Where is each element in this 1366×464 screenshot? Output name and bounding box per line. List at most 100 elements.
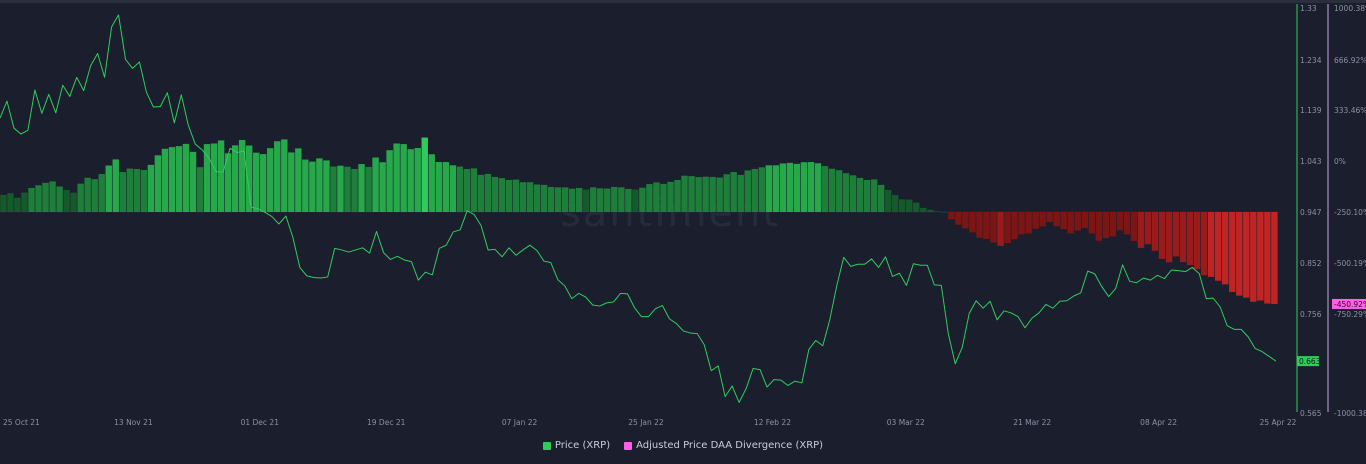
divergence-bar [1165, 212, 1173, 263]
divergence-bar [260, 154, 267, 212]
price-tick-label: 1.043 [1300, 157, 1322, 166]
divergence-bar [175, 146, 183, 212]
divergence-bar [1018, 212, 1025, 235]
divergence-bar [1025, 212, 1032, 234]
divergence-bar [463, 168, 471, 212]
divergence-bar [1207, 212, 1215, 277]
divergence-bar [210, 143, 218, 212]
divergence-bar [154, 155, 162, 212]
divergence-bar [758, 167, 765, 212]
divergence-bar [969, 212, 976, 233]
divergence-bar [42, 182, 49, 212]
divergence-bar [112, 159, 119, 212]
x-tick-label: 21 Mar 22 [1013, 418, 1051, 427]
divergence-bar [856, 177, 864, 212]
divergence-bar [231, 145, 239, 212]
divergence-bar [597, 188, 604, 212]
divergence-bar [828, 168, 836, 212]
legend-item-price[interactable]: Price (XRP) [542, 440, 610, 451]
divergence-tick-label: -1000.38% [1334, 409, 1366, 418]
divergence-bar [646, 184, 653, 212]
legend-swatch-price [542, 441, 551, 450]
divergence-bar [1053, 212, 1060, 227]
divergence-bar [1215, 212, 1222, 281]
divergence-bar [660, 183, 667, 212]
divergence-bar [737, 174, 744, 212]
divergence-bar [1060, 212, 1067, 230]
divergence-bar [1032, 212, 1039, 229]
divergence-bar [358, 164, 365, 212]
divergence-bar [604, 188, 611, 212]
price-tick-label: 0.947 [1300, 208, 1322, 217]
divergence-bar [407, 149, 414, 212]
x-tick-label: 03 Mar 22 [887, 418, 925, 427]
x-tick-label: 13 Nov 21 [114, 418, 153, 427]
divergence-bar [751, 168, 758, 212]
legend-item-divergence[interactable]: Adjusted Price DAA Divergence (XRP) [624, 440, 823, 451]
divergence-tick-label: 1000.38% [1334, 4, 1366, 13]
divergence-bar [288, 152, 295, 212]
divergence-bar [0, 194, 7, 212]
divergence-bar [224, 153, 232, 212]
divergence-bar [400, 144, 407, 212]
current-divergence-label: -450.92% [1334, 300, 1366, 309]
divergence-bar [540, 184, 548, 212]
divergence-bar [716, 177, 723, 212]
divergence-bar [561, 187, 569, 212]
divergence-bar [920, 207, 927, 212]
divergence-bar [337, 165, 344, 212]
divergence-bar [512, 179, 520, 212]
divergence-bar [611, 186, 618, 212]
price-tick-label: 1.139 [1300, 106, 1322, 115]
divergence-bar [91, 179, 98, 212]
divergence-bar [695, 177, 702, 212]
divergence-bar [1158, 212, 1166, 259]
divergence-bar [1088, 212, 1096, 234]
divergence-bar [948, 212, 955, 220]
divergence-bar [1271, 212, 1278, 304]
divergence-bar [1193, 212, 1201, 270]
divergence-bar [1123, 212, 1131, 235]
divergence-bar [821, 166, 829, 212]
divergence-bar [899, 199, 906, 212]
divergence-bar [1222, 212, 1229, 285]
divergence-bar [252, 152, 260, 212]
legend-label-divergence: Adjusted Price DAA Divergence (XRP) [636, 440, 824, 451]
legend: Price (XRP) Adjusted Price DAA Divergenc… [0, 440, 1366, 451]
divergence-bar [505, 179, 513, 212]
divergence-bar [1102, 212, 1110, 239]
divergence-bar [1243, 212, 1250, 298]
divergence-bar [913, 202, 920, 212]
divergence-bar [63, 189, 70, 212]
x-tick-label: 25 Apr 22 [1260, 418, 1297, 427]
divergence-bar [674, 179, 681, 212]
x-tick-label: 25 Oct 21 [3, 418, 40, 427]
divergence-bar [456, 166, 464, 212]
divergence-bar [393, 143, 400, 212]
x-tick-label: 01 Dec 21 [241, 418, 280, 427]
divergence-bar [1250, 212, 1257, 302]
divergence-bar [1081, 212, 1088, 229]
divergence-bar [793, 163, 801, 212]
divergence-bar [133, 168, 141, 212]
divergence-bar [618, 187, 625, 212]
divergence-bar [414, 147, 421, 212]
divergence-bar [470, 168, 478, 212]
legend-swatch-divergence [624, 441, 633, 450]
divergence-bar [1179, 212, 1187, 263]
current-price-marker: 0.663 [1297, 356, 1321, 367]
divergence-bar [351, 168, 358, 212]
divergence-bar [1004, 212, 1011, 243]
axes: 1.33 1.234 1.139 1.043 0.947 0.852 0.756 0.565 1… [3, 4, 1366, 427]
divergence-tick-label: 0% [1334, 157, 1346, 166]
divergence-bar [870, 179, 878, 212]
divergence-bar [976, 212, 983, 238]
current-divergence-marker: -450.92% [1332, 298, 1366, 309]
divergence-bar [681, 175, 688, 212]
divergence-bar [807, 162, 815, 212]
divergence-tick-label: -750.29% [1334, 310, 1366, 319]
price-tick-label: 1.33 [1300, 4, 1317, 13]
divergence-bar [126, 168, 134, 212]
price-line [0, 14, 1277, 403]
